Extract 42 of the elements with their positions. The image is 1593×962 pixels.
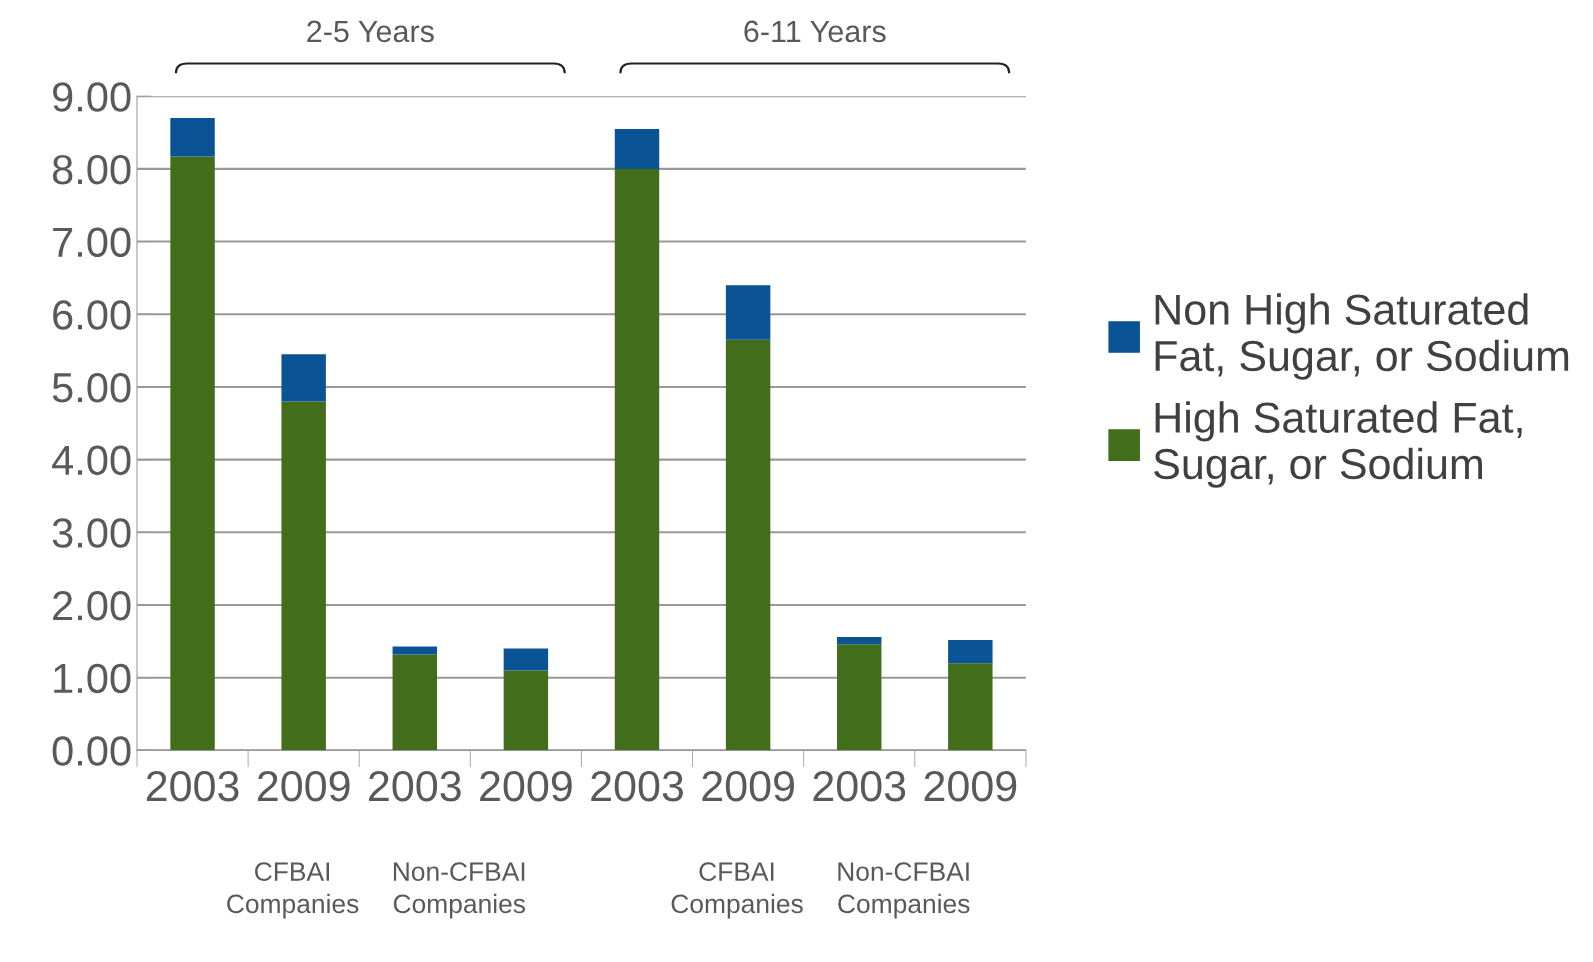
y-tick-label: 0.00: [52, 736, 131, 766]
bar: [392, 646, 437, 655]
x-tick-label: 2009: [480, 770, 572, 802]
y-tick-label: 6.00: [53, 300, 131, 330]
legend-label: High Saturated Fat, Sugar, or Sodium: [1154, 401, 1522, 488]
x-tick-label: 2003: [369, 770, 461, 802]
legend-label: Non High Saturated Fat, Sugar, or Sodium: [1155, 293, 1569, 380]
text: Non-CFBAI Companies: [838, 862, 970, 919]
y-tick-label: 8.00: [52, 154, 131, 185]
bar: [392, 654, 437, 751]
y-tick-label: 7.00: [53, 227, 131, 258]
bar: [170, 118, 215, 157]
text: Non-CFBAI Companies: [393, 862, 526, 919]
text: CFBAI Companies: [227, 862, 359, 919]
bar: [725, 285, 771, 340]
bar: [948, 663, 993, 751]
bar: [281, 354, 326, 402]
text: CFBAI Companies: [671, 862, 803, 919]
bar: [503, 670, 549, 751]
bar: [503, 648, 549, 671]
bar: [614, 128, 660, 169]
x-tick-label: 2009: [702, 770, 794, 802]
y-tick-label: 4.00: [52, 445, 131, 476]
y-tick-label: 9.00: [53, 82, 131, 112]
bar: [837, 636, 882, 645]
bar: [170, 156, 215, 751]
y-tick-label: 1.00: [54, 663, 131, 694]
text: 6-11 Years: [744, 20, 886, 43]
x-tick-label: 2003: [591, 770, 683, 802]
x-tick-label: 2003: [146, 770, 239, 802]
bar: [725, 339, 771, 751]
y-tick-label: 3.00: [52, 518, 131, 548]
bar: [837, 644, 882, 751]
bar: [948, 639, 993, 664]
bar: [281, 401, 326, 751]
bar: [614, 168, 660, 751]
x-tick-label: 2009: [924, 770, 1017, 802]
y-tick-label: 5.00: [52, 372, 131, 403]
y-tick-label: 2.00: [53, 590, 131, 621]
x-tick-label: 2009: [257, 770, 350, 802]
x-tick-label: 2003: [813, 770, 906, 802]
text: 2-5 Years: [307, 20, 434, 43]
